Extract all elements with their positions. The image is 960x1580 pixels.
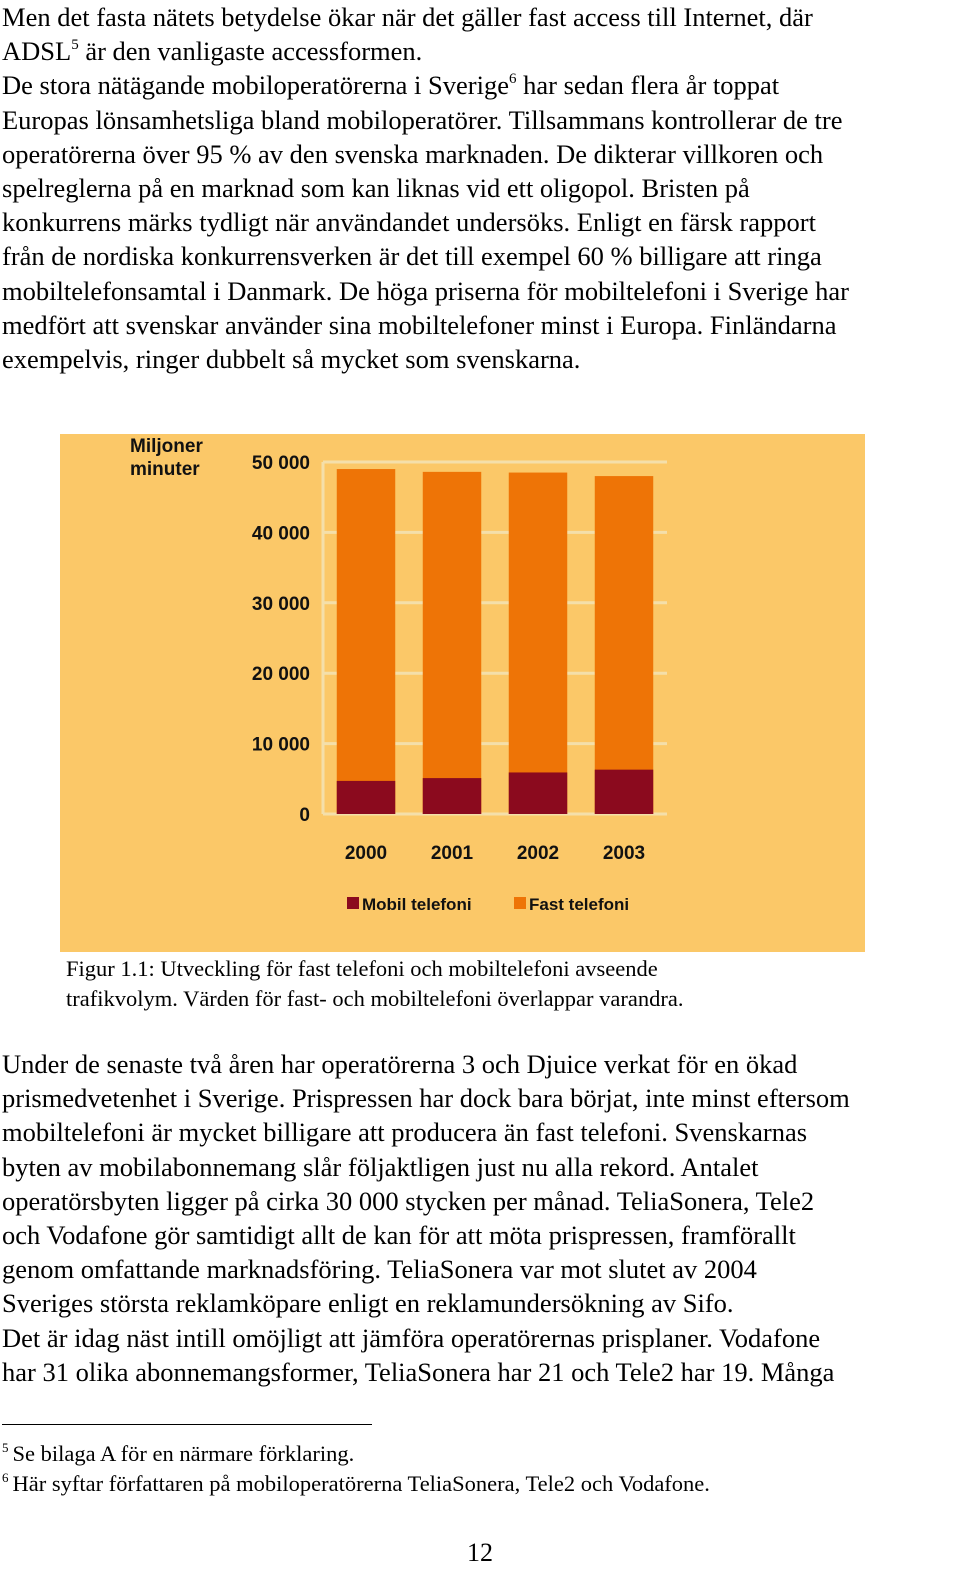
x-tick-label: 2001 (431, 843, 474, 864)
caption-line: trafikvolym. Värden för fast- och mobilt… (66, 986, 684, 1011)
footnote-text: Här syftar författaren på mobiloperatöre… (12, 1471, 710, 1496)
x-tick-label: 2002 (517, 843, 559, 864)
chart-canvas: 0 10 000 20 000 30 000 40 000 50 000 2000 2001… (130, 436, 667, 914)
text-line: och Vodafone gör samtidigt allt de kan f… (2, 1220, 796, 1251)
bar-mobil-telefoni-2003 (594, 769, 654, 814)
y-axis-title-line1: Miljoner (130, 436, 203, 457)
text-line: Europas lönsamhetsliga bland mobiloperat… (2, 104, 843, 135)
text-span: De stora nätägande mobiloperatörerna i S… (2, 70, 509, 101)
text-line: De stora nätägande mobiloperatörerna i S… (2, 68, 958, 102)
y-tick-label: 30 000 (252, 594, 310, 615)
text-line: från de nordiska konkurrensverken är det… (2, 241, 822, 272)
y-tick-label: 40 000 (252, 523, 310, 544)
text-line: operatörerna över 95 % av den svenska ma… (2, 138, 824, 169)
text-span: ADSL (2, 36, 72, 67)
text-line: Men det fasta nätets betydelse ökar när … (2, 2, 813, 32)
bar-fast-telefoni-2000 (336, 469, 396, 814)
footnote-6: 6 Här syftar författaren på mobiloperatör… (2, 1470, 710, 1498)
text-line: operatörsbyten ligger på cirka 30 000 st… (2, 1185, 815, 1216)
figure-caption: Figur 1.1: Utveckling för fast telefoni … (66, 954, 866, 1014)
page-number: 12 (467, 1538, 493, 1567)
footnote-number: 6 (2, 1470, 9, 1485)
bar-fast-telefoni-2003 (594, 476, 654, 814)
legend-label: Fast telefoni (529, 895, 629, 914)
bar-mobil-telefoni-2002 (508, 772, 568, 814)
text-line: spelreglerna på en marknad som kan likna… (2, 173, 750, 204)
text-line: byten av mobilabonnemang slår följaktlig… (2, 1151, 759, 1182)
text-line: ADSL5 är den vanligaste accessformen. (2, 34, 958, 68)
text-line: Under de senaste två åren har operatörer… (2, 1049, 798, 1079)
text-line: medfört att svenskar använder sina mobil… (2, 309, 837, 340)
legend-label: Mobil telefoni (362, 895, 472, 914)
footnote-ref-6[interactable]: 6 (508, 71, 517, 88)
text-line: Det är idag näst intill omöjligt att jäm… (2, 1322, 821, 1353)
footnote-divider (2, 1424, 372, 1425)
y-axis-title-line2: minuter (130, 459, 200, 480)
x-tick-label: 2003 (603, 843, 645, 864)
legend-swatch (347, 897, 359, 909)
legend-swatch (514, 897, 526, 909)
text-line: prismedvetenhet i Sverige. Prispressen h… (2, 1083, 850, 1114)
y-tick-label: 10 000 (252, 735, 310, 756)
bar-fast-telefoni-2002 (508, 472, 568, 814)
y-tick-label: 50 000 (252, 453, 310, 474)
text-line: mobiltelefoni är mycket billigare att pr… (2, 1117, 808, 1148)
text-span: är den vanligaste accessformen. (78, 36, 423, 67)
text-line: Sveriges största reklamköpare enligt en … (2, 1288, 734, 1319)
footnote-ref-5[interactable]: 5 (71, 37, 79, 54)
traffic-volume-chart: 0 10 000 20 000 30 000 40 000 50 000 2000 2001… (60, 434, 865, 952)
y-tick-label: 0 (299, 805, 310, 826)
body-paragraph-2: Under de senaste två åren har operatörer… (2, 1047, 958, 1389)
body-paragraph-1: Men det fasta nätets betydelse ökar när … (2, 0, 958, 376)
footnote-text: Se bilaga A för en närmare förklaring. (12, 1441, 355, 1466)
text-line: mobiltelefonsamtal i Danmark. De höga pr… (2, 275, 850, 306)
text-line: genom omfattande marknadsföring. TeliaSo… (2, 1254, 757, 1285)
text-line: exempelvis, ringer dubbelt så mycket som… (2, 344, 581, 375)
caption-line: Figur 1.1: Utveckling för fast telefoni … (66, 956, 658, 981)
text-span: har sedan flera år toppat (516, 70, 780, 101)
x-tick-label: 2000 (345, 843, 387, 864)
bar-mobil-telefoni-2001 (422, 778, 482, 814)
text-line: har 31 olika abonnemangsformer, TeliaSon… (2, 1356, 835, 1387)
footnote-number: 5 (2, 1440, 9, 1455)
bar-fast-telefoni-2001 (422, 471, 482, 814)
footnote-5: 5 Se bilaga A för en närmare förklaring. (2, 1440, 354, 1468)
y-tick-label: 20 000 (252, 664, 310, 685)
bar-mobil-telefoni-2000 (336, 780, 396, 814)
text-line: konkurrens märks tydligt när användandet… (2, 207, 816, 238)
